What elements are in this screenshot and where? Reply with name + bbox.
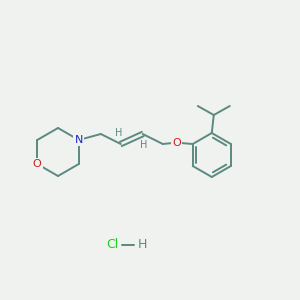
Text: Cl: Cl <box>106 238 118 251</box>
Text: O: O <box>172 138 181 148</box>
Text: H: H <box>140 140 148 150</box>
Text: H: H <box>137 238 147 251</box>
Text: H: H <box>115 128 122 138</box>
Text: O: O <box>33 159 42 169</box>
Text: N: N <box>75 135 83 145</box>
